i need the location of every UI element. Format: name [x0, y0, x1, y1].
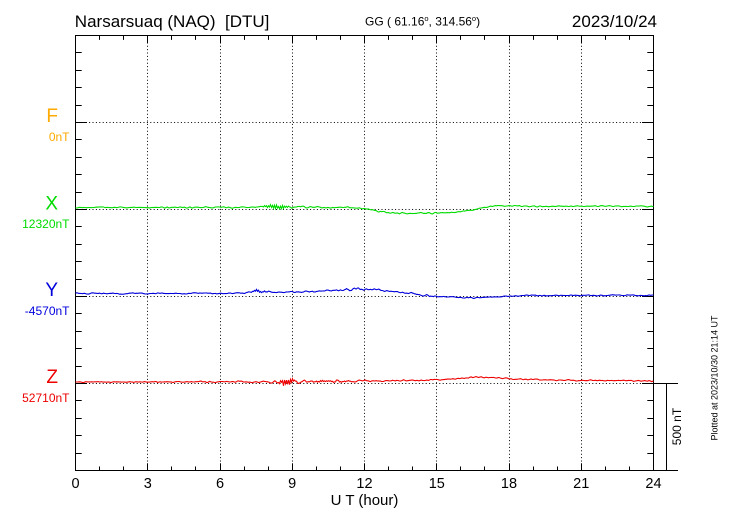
svg-text:Narsarsuaq (NAQ) [DTU]: Narsarsuaq (NAQ) [DTU] — [75, 12, 270, 31]
svg-text:X: X — [45, 193, 58, 214]
svg-text:18: 18 — [501, 476, 517, 492]
svg-text:12: 12 — [356, 476, 372, 492]
svg-text:0nT: 0nT — [49, 130, 70, 144]
svg-text:GG ( 61.16o, 314.56o): GG ( 61.16o, 314.56o) — [365, 14, 480, 29]
svg-text:21: 21 — [573, 476, 589, 492]
svg-text:24: 24 — [645, 476, 661, 492]
svg-text:Plotted at 2023/10/30 21:14 UT: Plotted at 2023/10/30 21:14 UT — [710, 315, 720, 441]
svg-text:12320nT: 12320nT — [22, 217, 70, 231]
svg-text:15: 15 — [429, 476, 445, 492]
svg-text:F: F — [46, 106, 58, 127]
svg-text:52710nT: 52710nT — [22, 391, 70, 405]
svg-text:500 nT: 500 nT — [670, 407, 684, 445]
svg-text:U T (hour): U T (hour) — [331, 492, 399, 509]
svg-text:9: 9 — [288, 476, 296, 492]
svg-text:3: 3 — [144, 476, 152, 492]
svg-text:-4570nT: -4570nT — [25, 304, 70, 318]
svg-text:0: 0 — [71, 476, 79, 492]
svg-text:Y: Y — [45, 280, 58, 301]
svg-text:Z: Z — [46, 367, 58, 388]
svg-text:2023/10/24: 2023/10/24 — [572, 12, 657, 31]
svg-text:6: 6 — [216, 476, 224, 492]
